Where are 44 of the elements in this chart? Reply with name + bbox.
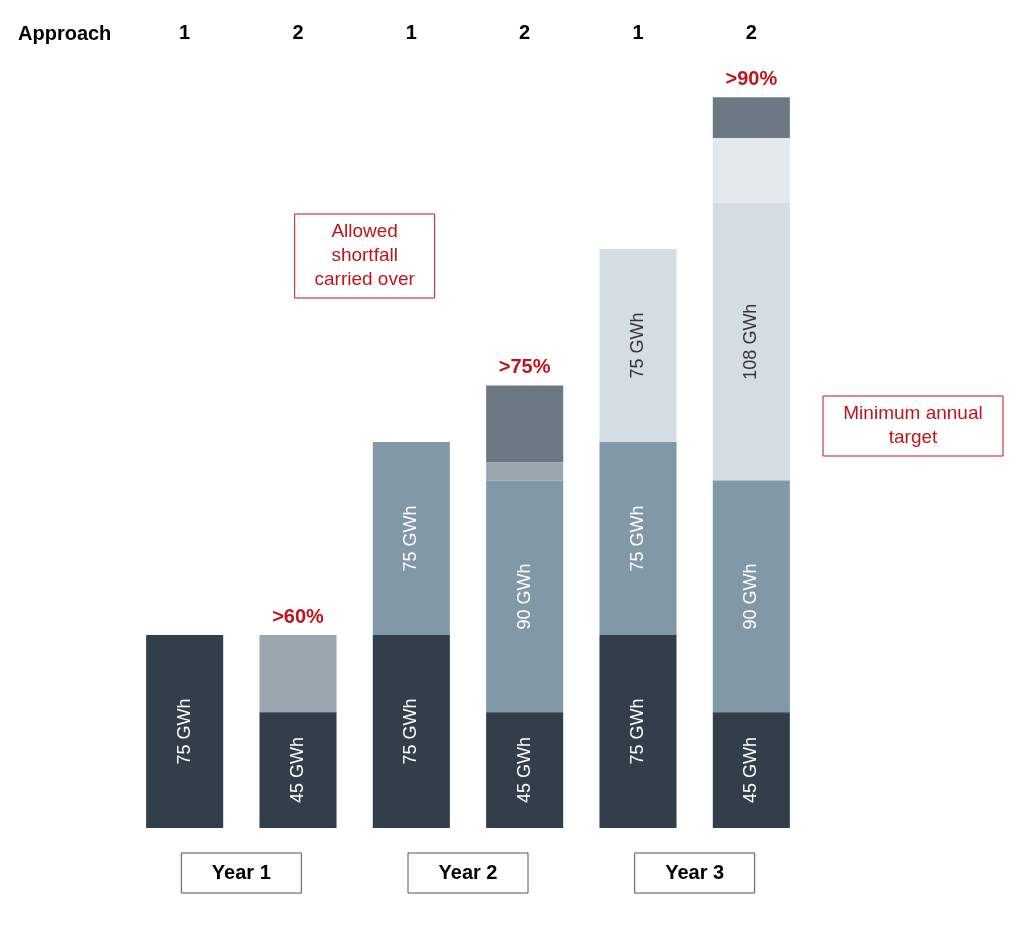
bar bbox=[712, 480, 790, 713]
bar bbox=[712, 97, 790, 139]
x-tick-label: 2 bbox=[519, 20, 531, 43]
text: Year 3 bbox=[665, 860, 725, 883]
text: Year 2 bbox=[438, 860, 498, 883]
data-label: 75 GWh bbox=[626, 505, 647, 572]
annotation: >75% bbox=[498, 354, 551, 377]
bar bbox=[146, 635, 224, 828]
data-label: 90 GWh bbox=[513, 563, 534, 630]
bar bbox=[259, 712, 337, 828]
bar bbox=[486, 462, 564, 481]
x-tick-label: 1 bbox=[405, 20, 417, 43]
bar bbox=[372, 442, 450, 635]
bar bbox=[486, 712, 564, 828]
bar bbox=[372, 635, 450, 828]
text: Approach bbox=[18, 21, 112, 44]
data-label: 75 GWh bbox=[400, 505, 421, 572]
bar bbox=[599, 635, 677, 828]
annotation: >60% bbox=[272, 604, 325, 627]
data-label: 75 GWh bbox=[626, 312, 647, 379]
x-tick-label: 1 bbox=[632, 20, 644, 43]
text: Year 1 bbox=[211, 860, 271, 883]
text: >90% bbox=[725, 66, 778, 89]
bar bbox=[486, 480, 564, 713]
annotation: Allowed shortfall carried over bbox=[314, 220, 416, 290]
bar bbox=[259, 635, 337, 713]
bar bbox=[712, 202, 790, 481]
data-label: 45 GWh bbox=[513, 737, 534, 804]
data-label: 75 GWh bbox=[173, 698, 194, 765]
x-tick-label: 2 bbox=[292, 20, 304, 43]
bar bbox=[712, 138, 790, 203]
x-tick-label: 2 bbox=[745, 20, 757, 43]
bar bbox=[712, 712, 790, 828]
text: Minimum annual target bbox=[843, 402, 983, 448]
data-label: 75 GWh bbox=[400, 698, 421, 765]
data-label: 75 GWh bbox=[626, 698, 647, 765]
data-label: 45 GWh bbox=[286, 737, 307, 804]
data-label: 45 GWh bbox=[740, 737, 761, 804]
bar bbox=[599, 442, 677, 635]
x-tick-label: 1 bbox=[179, 20, 191, 43]
bar bbox=[486, 385, 564, 463]
data-label: 108 GWh bbox=[740, 303, 761, 380]
bar bbox=[599, 249, 677, 442]
data-label: 90 GWh bbox=[740, 563, 761, 630]
